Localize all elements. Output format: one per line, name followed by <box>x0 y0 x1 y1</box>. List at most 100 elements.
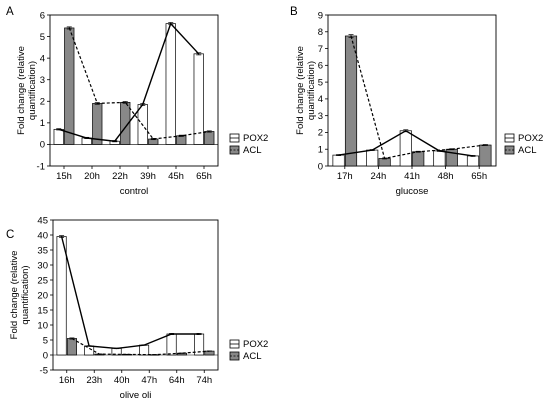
y-tick-label: 45 <box>37 215 48 226</box>
y-tick-label: 10 <box>37 320 48 331</box>
s0-bar <box>165 23 176 145</box>
x-tick-label: 65h <box>471 171 487 182</box>
y-tick-label: 40 <box>37 230 48 241</box>
x-tick-label: 41h <box>404 171 420 182</box>
y-tick-label: 15 <box>37 305 48 316</box>
s0-bar <box>84 345 95 356</box>
s0-bar <box>139 344 150 356</box>
legend-label-acl: ACL <box>518 145 536 156</box>
s0-bar <box>433 150 446 167</box>
legend-label-pox2: POX2 <box>518 133 543 144</box>
x-tick-label: 45h <box>168 171 184 182</box>
y-axis-label-line1: Fold change (relative <box>16 46 27 135</box>
x-tick-label: 22h <box>112 171 128 182</box>
s0-trend-line <box>338 129 474 157</box>
plot-frame <box>52 219 219 371</box>
x-tick-label: 65h <box>196 171 212 182</box>
y-tick-label: 3 <box>40 75 45 86</box>
x-tick-label: 23h <box>86 375 102 386</box>
y-tick-label: 5 <box>43 335 48 346</box>
s1-bar <box>378 158 391 167</box>
chart-panel-a: -1 0 1 2 3 4 5 6 15h 20h 22h 39h 45h 65h Fold change (… <box>6 6 268 197</box>
s1-bar <box>344 35 358 167</box>
x-axis-label: glucose <box>396 186 429 197</box>
s1-bar <box>176 135 187 145</box>
y-tick-label: 4 <box>40 53 45 64</box>
s1-bar <box>479 144 492 167</box>
y-tick-label: 6 <box>318 61 323 72</box>
y-tick-label: 35 <box>37 245 48 256</box>
y-tick-label: 0 <box>40 140 45 151</box>
y-axis-label-line2: quantification) <box>306 61 317 120</box>
s1-bar <box>64 27 75 145</box>
y-axis-label-line2: quantification) <box>27 61 38 120</box>
panel-letter: C <box>6 229 14 241</box>
y-axis-label: Fold change (relativequantification) <box>295 46 317 135</box>
y-tick-label: 7 <box>318 44 323 55</box>
y-axis-label: Fold change (relativequantification) <box>9 251 31 340</box>
x-tick-label: 40h <box>114 375 130 386</box>
y-tick-label: 1 <box>318 145 323 156</box>
y-tick-label: 5 <box>318 77 323 88</box>
s0-trend-line <box>58 22 200 142</box>
y-tick-label: 5 <box>40 32 45 43</box>
s0-bar <box>56 236 67 356</box>
y-tick-label: 8 <box>318 27 323 38</box>
chart-panel-b: 0 1 2 3 4 5 6 7 8 9 17h 24h 41h 48h 65h Fold change (re… <box>290 6 543 197</box>
legend-label-acl: ACL <box>243 145 261 156</box>
y-axis-label-line2: quantification) <box>20 265 31 324</box>
y-tick-label: 4 <box>318 94 323 105</box>
s0-bar <box>332 154 345 167</box>
x-axis-label: olive oli <box>120 390 152 401</box>
s1-trend-line <box>71 337 210 356</box>
s0-trend-line <box>60 236 200 350</box>
x-tick-label: 20h <box>84 171 100 182</box>
y-tick-label: 9 <box>318 10 323 21</box>
x-axis-label: control <box>120 186 149 197</box>
legend-label-pox2: POX2 <box>243 133 268 144</box>
s1-bar <box>412 151 425 167</box>
s1-trend-line <box>350 35 486 160</box>
plot-frame <box>49 14 219 167</box>
y-tick-label: 25 <box>37 275 48 286</box>
y-tick-label: 2 <box>40 97 45 108</box>
chart-panel-c: -5 0 5 10 15 20 25 30 35 40 45 16h 23h 40h 47h 64h 74h Fo… <box>6 215 268 401</box>
x-tick-label: 39h <box>140 171 156 182</box>
y-tick-label: 6 <box>40 10 45 21</box>
s0-bar <box>466 155 480 167</box>
legend-label-pox2: POX2 <box>243 339 268 350</box>
x-tick-label: 17h <box>337 171 353 182</box>
s1-trend-line <box>68 27 210 140</box>
s0-bar <box>166 333 177 356</box>
y-tick-label: -5 <box>40 365 48 376</box>
panel-letter: A <box>6 6 14 18</box>
y-tick-label: 2 <box>318 128 323 139</box>
x-tick-label: 15h <box>56 171 72 182</box>
y-axis-label-line1: Fold change (relative <box>295 46 306 135</box>
x-tick-label: 48h <box>438 171 454 182</box>
y-tick-label: 3 <box>318 111 323 122</box>
x-tick-label: 24h <box>370 171 386 182</box>
y-tick-label: 30 <box>37 260 48 271</box>
y-tick-label: 20 <box>37 290 48 301</box>
s1-bar <box>204 131 215 145</box>
legend-label-acl: ACL <box>243 351 261 362</box>
y-axis-label: Fold change (relativequantification) <box>16 46 38 135</box>
x-tick-label: 64h <box>169 375 185 386</box>
s1-bar <box>66 338 77 356</box>
s0-bar <box>193 53 204 145</box>
x-tick-label: 74h <box>196 375 212 386</box>
y-tick-label: -1 <box>37 161 45 172</box>
s0-bar <box>366 149 379 167</box>
y-tick-label: 1 <box>40 118 45 129</box>
s0-bar <box>53 128 64 145</box>
x-tick-label: 47h <box>141 375 157 386</box>
y-tick-label: 0 <box>318 161 323 172</box>
y-axis-label-line1: Fold change (relative <box>9 251 20 340</box>
x-tick-label: 16h <box>59 375 75 386</box>
panel-letter: B <box>290 6 298 18</box>
y-tick-label: 0 <box>43 350 48 361</box>
s0-bar <box>399 130 412 167</box>
